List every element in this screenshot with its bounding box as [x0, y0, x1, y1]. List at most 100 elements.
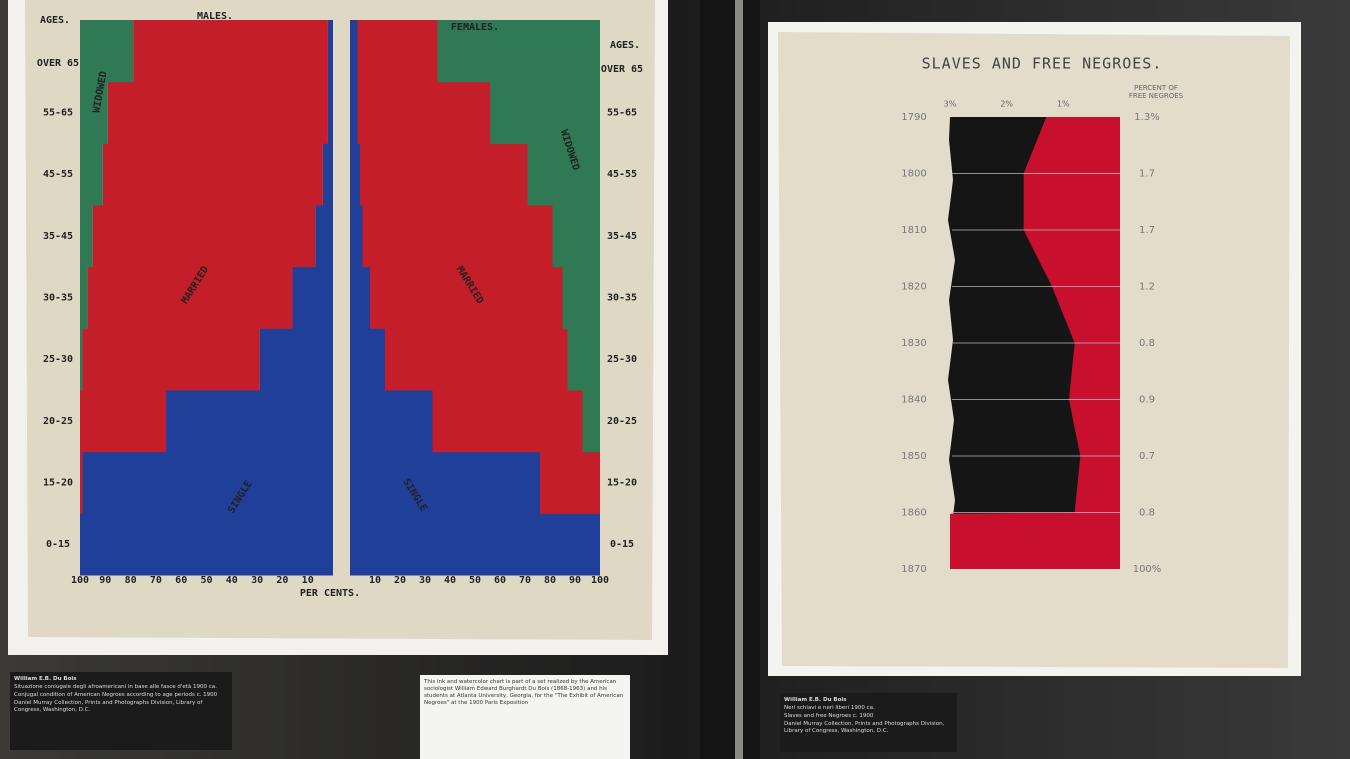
placard-body: This ink and watercolor chart is part of… — [424, 679, 626, 707]
placard-text: This ink and watercolor chart is part of… — [424, 679, 626, 707]
segment — [80, 205, 93, 268]
x-tick-label: 60 — [494, 575, 506, 586]
placard-line: This ink and watercolor chart is part of… — [424, 679, 624, 706]
year-label: 1790 — [901, 112, 926, 123]
placard — [420, 675, 630, 759]
value-label: 100% — [1133, 564, 1162, 575]
axis-label: AGES. — [610, 40, 640, 51]
segment — [350, 451, 540, 514]
year-label: 1830 — [901, 338, 926, 349]
value-label: 1.7 — [1139, 169, 1155, 180]
segment — [259, 328, 333, 391]
x-tick-label: 20 — [276, 575, 288, 586]
segment — [92, 205, 316, 268]
placard-line: Situazione coniugale degli afroamericani… — [14, 684, 217, 690]
x-tick-label: 90 — [569, 575, 581, 586]
age-label: 35-45 — [607, 231, 637, 242]
x-axis-label: PER CENTS. — [300, 588, 360, 599]
segment — [362, 205, 553, 268]
axis-label: AGES. — [40, 15, 70, 26]
y-tick-label: 3% — [944, 100, 957, 109]
segment — [350, 143, 360, 206]
age-label: 35-45 — [43, 231, 73, 242]
x-tick-label: 40 — [226, 575, 238, 586]
segment — [540, 451, 600, 514]
segment — [327, 20, 333, 83]
age-label: 45-55 — [607, 169, 637, 180]
age-label: 0-15 — [46, 539, 70, 550]
group-label: MALES. — [197, 11, 233, 22]
x-tick-label: 50 — [469, 575, 481, 586]
x-tick-label: 70 — [519, 575, 531, 586]
segment — [292, 266, 333, 329]
segment — [87, 266, 293, 329]
value-label: 1.7 — [1139, 225, 1155, 236]
value-label: 1.2 — [1139, 282, 1155, 293]
x-tick-label: 70 — [150, 575, 162, 586]
segment — [552, 205, 600, 268]
placard — [10, 672, 232, 750]
segment — [350, 81, 358, 144]
segment — [582, 390, 600, 453]
age-label: 0-15 — [610, 539, 634, 550]
segment — [357, 81, 490, 144]
segment — [80, 390, 167, 453]
placard-line: Daniel Murray Collection, Prints and Pho… — [784, 721, 945, 734]
segment — [80, 513, 333, 576]
y-tick-label: 2% — [1000, 100, 1013, 109]
segment — [80, 143, 103, 206]
segment — [82, 328, 260, 391]
placard-line: Conjugal condition of American Negroes a… — [14, 692, 218, 698]
value-label: 0.9 — [1139, 395, 1155, 406]
column-header: PERCENT OF FREE NEGROES — [1129, 84, 1183, 100]
value-label: 1.3% — [1134, 112, 1159, 123]
placard — [780, 693, 957, 752]
age-label: 55-65 — [607, 108, 637, 119]
year-label: 1810 — [901, 225, 926, 236]
age-label: 30-35 — [607, 293, 637, 304]
x-tick-label: 30 — [419, 575, 431, 586]
year-label: 1840 — [901, 395, 926, 406]
x-tick-label: 10 — [302, 575, 314, 586]
value-label: 0.8 — [1139, 338, 1155, 349]
segment — [80, 20, 134, 83]
x-tick-label: 50 — [200, 575, 212, 586]
segment — [360, 143, 528, 206]
segment — [107, 81, 328, 144]
segment — [437, 20, 600, 83]
segment — [490, 81, 600, 144]
segment — [357, 20, 438, 83]
group-label: FEMALES. — [451, 22, 499, 33]
segment — [322, 143, 333, 206]
age-label: 15-20 — [607, 478, 637, 489]
segment — [350, 328, 385, 391]
segment — [315, 205, 333, 268]
segment — [562, 266, 600, 329]
age-label: 25-30 — [43, 354, 73, 365]
segment — [350, 513, 600, 576]
x-tick-label: 20 — [394, 575, 406, 586]
age-label: 25-30 — [607, 354, 637, 365]
segment — [370, 266, 563, 329]
x-tick-label: 80 — [544, 575, 556, 586]
placard-text: William E.B. Du Bois Neri schiavi e neri … — [784, 697, 945, 734]
x-tick-label: 100 — [591, 575, 609, 586]
placard-line: William E.B. Du Bois — [14, 676, 77, 682]
segment — [327, 81, 333, 144]
x-tick-label: 60 — [175, 575, 187, 586]
year-label: 1850 — [901, 451, 926, 462]
x-tick-label: 40 — [444, 575, 456, 586]
segment — [567, 328, 600, 391]
x-tick-label: 90 — [99, 575, 111, 586]
segment — [350, 20, 358, 83]
segment — [133, 20, 328, 83]
segment — [432, 390, 583, 453]
divider — [700, 0, 760, 759]
x-tick-label: 10 — [369, 575, 381, 586]
age-label: OVER 65 — [601, 64, 643, 75]
age-label: 45-55 — [43, 169, 73, 180]
placard-text: William E.B. Du Bois Situazione coniugale… — [14, 676, 218, 713]
year-label: 1800 — [901, 169, 926, 180]
